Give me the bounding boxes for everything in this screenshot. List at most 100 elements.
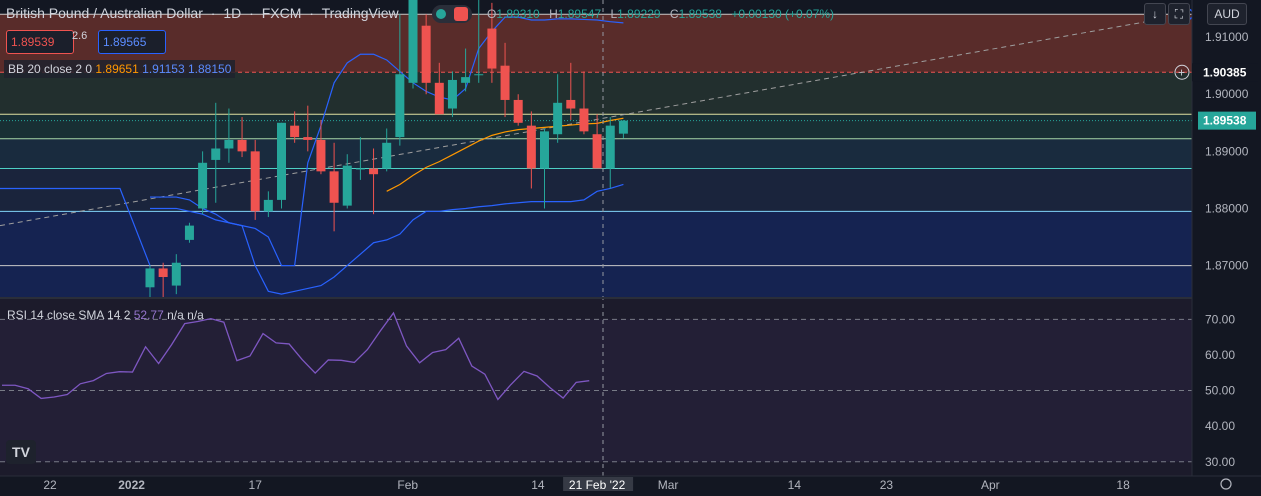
- candle-body: [487, 28, 497, 69]
- spread-value: 2.6: [72, 30, 88, 42]
- fib-zone: [0, 265, 1192, 297]
- currency-select[interactable]: AUD: [1207, 3, 1247, 25]
- flag-icon: [454, 7, 468, 21]
- low-label: L: [610, 7, 618, 21]
- time-tick-label: 14: [788, 478, 802, 491]
- high-label: H: [549, 7, 558, 21]
- candle-body: [618, 120, 628, 134]
- time-tick-label: 23: [880, 478, 894, 491]
- time-tick-label: 22: [43, 478, 57, 491]
- fib-zone: [0, 72, 1192, 115]
- download-icon[interactable]: ↓: [1144, 3, 1166, 25]
- candle-body: [592, 134, 602, 169]
- high-value: 1.89547: [557, 7, 602, 21]
- buy-button[interactable]: 1.89565: [98, 30, 166, 54]
- crosshair-date-bg: [563, 477, 634, 491]
- time-tick-label: 17: [249, 478, 263, 491]
- tradingview-logo[interactable]: TV: [6, 440, 36, 464]
- change-value: +0.00130 (+0.07%): [731, 7, 835, 21]
- symbol-title[interactable]: British Pound / Australian Dollar: [6, 5, 203, 21]
- source-label: TradingView: [321, 5, 399, 21]
- bb-lower-line-history: [0, 187, 151, 266]
- sell-button[interactable]: 1.89539: [6, 30, 74, 54]
- candle-body: [263, 199, 273, 212]
- candle-body: [553, 102, 563, 135]
- bb-legend[interactable]: BB 20 close 2 0 1.89651 1.91153 1.88150: [4, 60, 236, 78]
- open-value: 1.89310: [496, 7, 540, 21]
- candle-body: [408, 0, 418, 83]
- candle-body: [198, 162, 208, 209]
- add-alert-icon[interactable]: [1174, 64, 1190, 80]
- interval-label[interactable]: 1D: [223, 5, 242, 21]
- low-value: 1.89229: [617, 7, 661, 21]
- fullscreen-icon[interactable]: ⛶: [1168, 3, 1190, 25]
- candle-body: [303, 137, 313, 140]
- candle-body: [277, 122, 286, 200]
- candle-body: [145, 268, 155, 288]
- rsi-tick-label: 30.00: [1205, 455, 1235, 469]
- trend-line: [0, 13, 1189, 227]
- price-scale-background: [1192, 0, 1261, 491]
- candle-body: [224, 139, 234, 149]
- bb-upper-value: 1.91153: [142, 62, 185, 76]
- candle-body: [526, 125, 536, 169]
- candle-body: [566, 99, 576, 109]
- candle-body: [171, 262, 181, 286]
- candle-body: [513, 99, 523, 123]
- price-label-bg: [1192, 63, 1258, 82]
- candle-body: [421, 25, 431, 83]
- price-label-value: 1.90385: [1203, 65, 1247, 79]
- market-open-dot-icon: [436, 9, 446, 19]
- time-tick-label: Mar: [658, 478, 679, 491]
- candle-body: [474, 74, 484, 76]
- rsi-na-2: n/a: [187, 308, 204, 322]
- rsi-line: [2, 311, 590, 401]
- candle-body: [605, 125, 615, 169]
- candle-body: [355, 168, 365, 170]
- candle-body: [316, 139, 326, 172]
- rsi-value: 52.77: [133, 308, 164, 322]
- candle-body: [184, 225, 194, 240]
- time-tick-label: Apr: [981, 478, 1000, 491]
- candle-body: [237, 139, 247, 152]
- price-tick-label: 1.87000: [1205, 259, 1249, 273]
- candle-body: [579, 108, 589, 132]
- close-label: C: [669, 7, 679, 21]
- candle-body: [461, 77, 471, 83]
- time-tick-label: 14: [531, 478, 545, 491]
- candle-body: [290, 125, 300, 138]
- rsi-tick-label: 40.00: [1205, 419, 1235, 433]
- candle-body: [540, 131, 549, 169]
- fib-zone: [0, 168, 1192, 212]
- crosshair-date-label: 21 Feb '22: [569, 478, 626, 491]
- ohlc-readout: O1.89310 H1.89547 L1.89229 C1.89538 +0.0…: [487, 7, 840, 21]
- close-value: 1.89538: [678, 7, 722, 21]
- candle-body: [211, 148, 221, 160]
- plus-icon: +: [1178, 65, 1185, 79]
- fib-zone: [0, 211, 1192, 266]
- candle-body: [342, 165, 352, 206]
- market-status-toggle[interactable]: [432, 5, 472, 23]
- last-price-label-bg: [1198, 111, 1256, 130]
- candle-body: [329, 171, 339, 203]
- candle-body: [500, 65, 510, 100]
- candle-body: [395, 74, 405, 138]
- time-tick-label: 18: [1116, 478, 1130, 491]
- candle-body: [382, 142, 392, 169]
- bb-lower-value: 1.88150: [187, 62, 232, 76]
- rsi-tick-label: 70.00: [1205, 312, 1235, 326]
- time-tick-label: 2022: [118, 478, 145, 491]
- settings-gear-icon[interactable]: [1220, 478, 1232, 490]
- price-tick-label: 1.89000: [1205, 144, 1249, 158]
- price-tick-label: 1.88000: [1205, 201, 1249, 215]
- candle-body: [434, 82, 444, 115]
- rsi-legend-label: RSI 14 close SMA 14 2: [7, 308, 131, 322]
- price-tick-label: 1.90000: [1205, 87, 1249, 101]
- open-label: O: [487, 7, 497, 21]
- rsi-legend[interactable]: RSI 14 close SMA 14 2 52.77 n/a n/a: [4, 307, 207, 323]
- rsi-na-1: n/a: [167, 308, 184, 322]
- candle-body: [447, 79, 457, 109]
- last-price-label-value: 1.89538: [1203, 114, 1247, 128]
